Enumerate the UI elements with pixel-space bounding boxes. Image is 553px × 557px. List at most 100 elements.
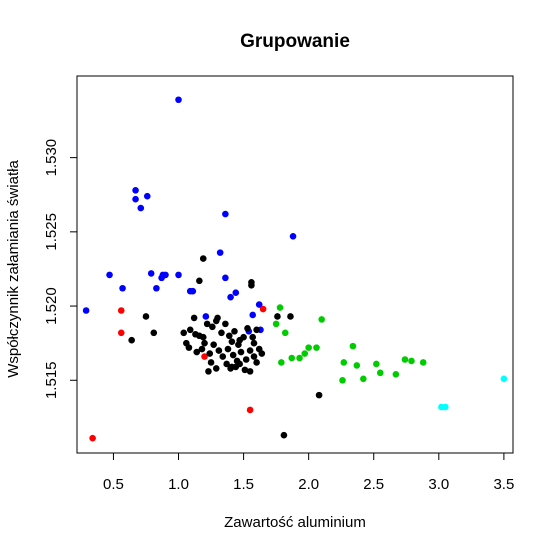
data-point [218,329,225,337]
data-point [231,327,238,335]
data-point [281,329,289,337]
data-point [339,376,346,384]
data-point [212,365,220,372]
data-point [227,365,234,372]
data-point [150,329,158,337]
y-axis-label: Współczynnik załamiania światła [5,160,22,378]
data-point [258,350,266,357]
data-point [198,345,206,353]
data-point [223,360,230,368]
data-point [193,348,201,356]
data-point [232,363,240,371]
data-point [227,293,234,301]
data-point [186,326,194,334]
data-point [274,313,281,320]
data-point [206,350,214,357]
data-point [249,333,257,341]
data-point [153,284,160,292]
data-point [215,347,223,354]
data-point [248,281,255,289]
data-point [224,345,232,353]
data-point [117,307,125,314]
data-point [175,96,182,104]
data-point [232,289,240,297]
data-point [276,304,284,311]
data-point [250,353,258,360]
data-point [318,316,325,323]
data-point [180,329,188,337]
data-point [106,271,113,279]
data-point [500,375,508,383]
data-point [201,339,208,347]
x-tick-label: 0.5 [103,476,124,493]
data-point [280,431,288,439]
data-point [212,317,220,325]
data-point [349,342,357,350]
data-point [142,313,150,320]
data-point [205,368,212,375]
data-point [185,344,193,351]
data-point [175,271,182,279]
data-point [246,347,254,354]
data-point [132,195,139,203]
data-point [117,329,125,337]
plot-frame [76,75,514,454]
data-point [222,320,229,328]
y-tick-label: 1.520 [43,287,60,325]
data-point [202,313,210,320]
data-point [259,305,267,313]
data-point [189,287,197,295]
data-point [132,186,139,194]
data-point [289,232,297,240]
y-tick-label: 1.525 [43,213,60,251]
x-tick-label: 3.5 [493,476,514,493]
data-point [201,353,208,360]
data-point [401,356,409,363]
data-point [250,339,258,347]
x-ticks: 0.5 1.0 1.5 2.0 2.5 3.0 3.5 [103,453,514,493]
chart-title: Grupowanie [240,31,350,52]
data-points [82,96,508,442]
data-point [340,359,348,366]
data-point [236,336,243,344]
x-tick-label: 2.0 [298,476,319,493]
data-point [296,354,303,362]
data-point [408,357,415,365]
data-point [278,359,285,366]
data-point [419,359,427,366]
data-point [147,270,155,277]
data-point [216,249,224,256]
x-tick-label: 2.5 [363,476,384,493]
data-point [305,344,312,351]
data-point [253,359,260,366]
data-point [376,369,384,377]
data-point [89,434,96,442]
data-point [82,307,90,314]
data-point [353,362,361,369]
x-tick-label: 1.5 [233,476,254,493]
data-point [373,360,380,368]
x-tick-label: 1.0 [168,476,189,493]
data-point [272,320,280,328]
data-point [219,353,227,360]
data-point [244,325,251,332]
data-point [190,314,198,322]
data-point [249,311,257,319]
data-point [246,406,254,414]
data-point [159,271,167,279]
data-point [196,277,203,285]
data-point [287,313,294,320]
data-point [442,403,449,411]
data-point [210,341,217,348]
x-tick-label: 3.0 [428,476,449,493]
data-point [143,192,151,200]
data-point [119,284,126,292]
data-point [242,356,250,363]
y-ticks: 1.515 1.520 1.525 1.530 [43,139,77,399]
data-point [255,301,263,308]
data-point [209,323,216,331]
data-point [229,351,237,359]
data-point [225,332,233,340]
